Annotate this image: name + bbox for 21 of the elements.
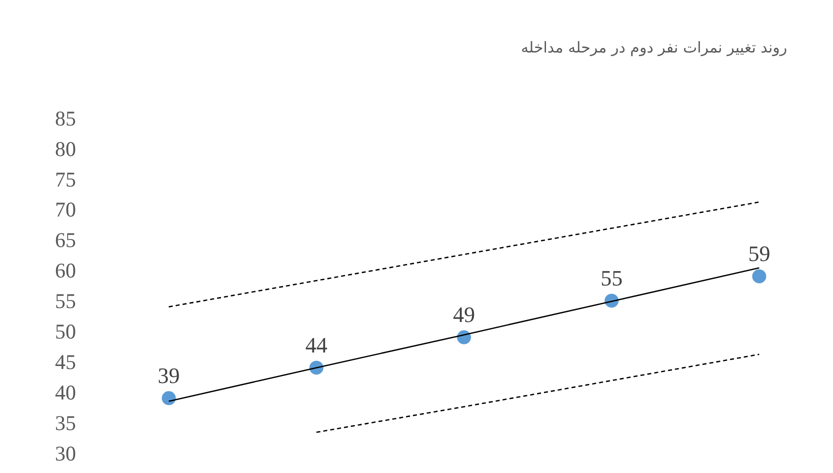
y-tick-label: 45	[55, 350, 76, 374]
y-tick-label: 50	[55, 320, 76, 344]
line-series	[316, 354, 760, 433]
y-tick-label: 80	[55, 136, 76, 161]
data-label: 39	[158, 362, 180, 388]
y-tick-label: 65	[55, 228, 76, 252]
y-tick-label: 55	[55, 289, 76, 314]
data-label: 44	[305, 332, 328, 358]
y-tick-label: 70	[55, 198, 76, 222]
point	[162, 391, 176, 406]
point	[752, 269, 766, 284]
y-tick-label: 30	[55, 441, 76, 466]
data-label: 49	[453, 302, 475, 328]
y-tick-label: 85	[55, 106, 76, 130]
y-tick-label: 35	[55, 410, 76, 435]
data-label: 59	[748, 241, 770, 266]
y-tick-label: 75	[55, 167, 76, 192]
y-tick-label: 40	[55, 380, 76, 404]
y-tick-label: 60	[55, 258, 76, 283]
data-label: 55	[600, 265, 623, 290]
chart-title: روند تغییر نمرات نفر دوم در مرحله مداخله	[520, 38, 788, 57]
